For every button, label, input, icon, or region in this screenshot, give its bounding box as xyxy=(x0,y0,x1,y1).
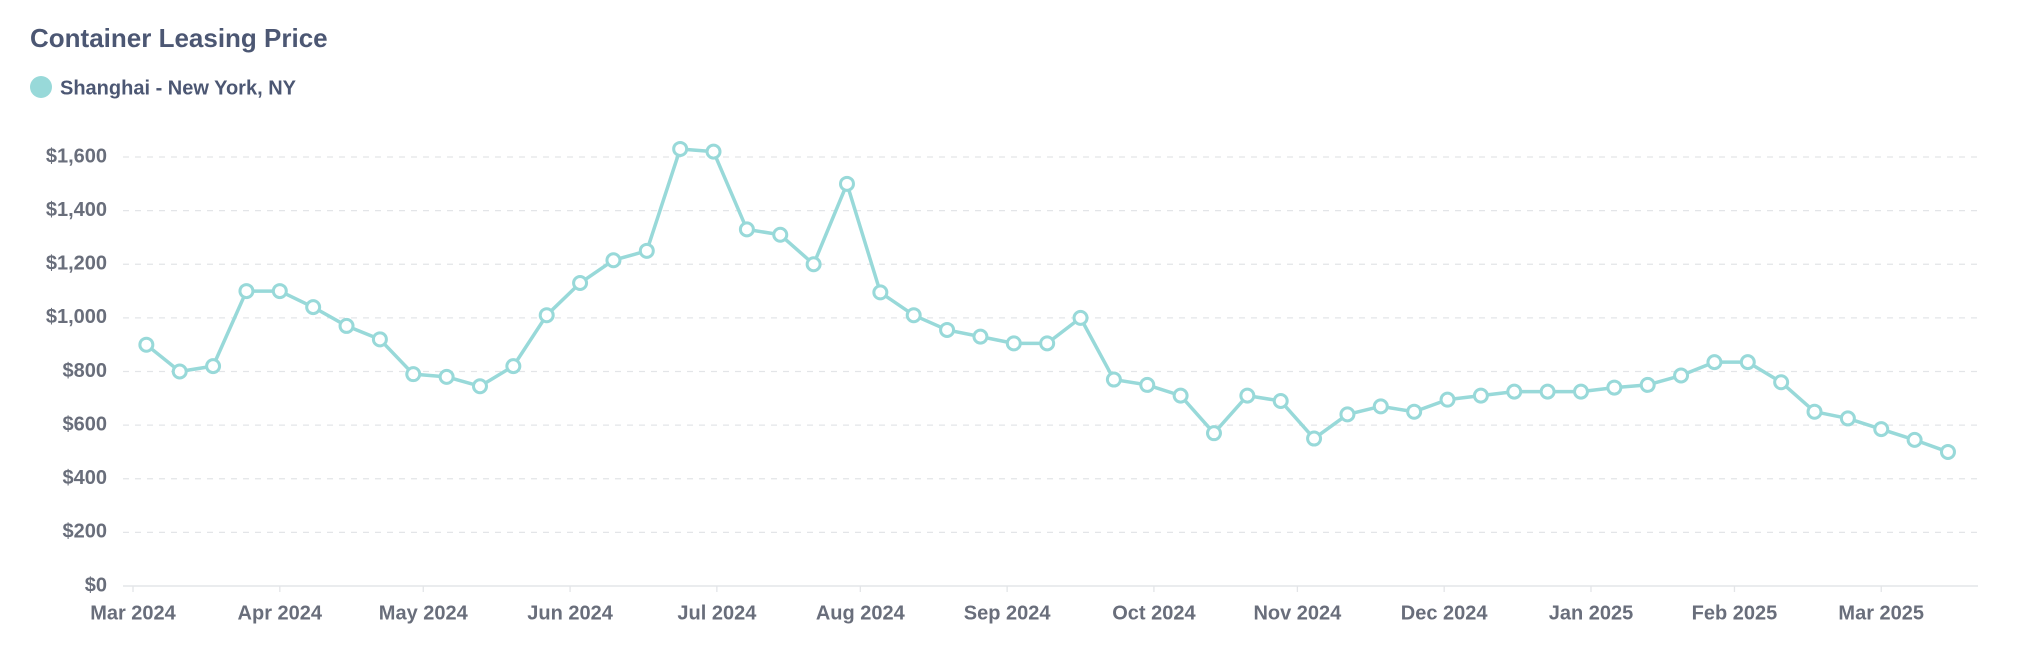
y-tick-label: $1,000 xyxy=(46,306,107,328)
data-point xyxy=(1639,376,1656,393)
data-point xyxy=(872,284,889,301)
data-point xyxy=(1773,374,1790,391)
data-point xyxy=(1239,387,1256,404)
data-point xyxy=(1272,392,1289,409)
data-point xyxy=(1105,371,1122,388)
data-point xyxy=(939,321,956,338)
data-point xyxy=(638,242,655,259)
y-tick-label: $1,600 xyxy=(46,145,107,167)
x-tick-label: Oct 2024 xyxy=(1112,602,1196,624)
data-point xyxy=(672,140,689,157)
data-point xyxy=(1039,335,1056,352)
y-tick-label: $600 xyxy=(63,413,108,435)
y-tick-label: $0 xyxy=(85,574,107,596)
x-tick-label: Mar 2024 xyxy=(90,602,176,624)
legend-marker xyxy=(30,76,52,98)
y-tick-label: $1,200 xyxy=(46,253,107,275)
data-point xyxy=(772,226,789,243)
data-point xyxy=(1406,403,1423,420)
data-point xyxy=(471,378,488,395)
data-point xyxy=(538,307,555,324)
data-point xyxy=(1005,335,1022,352)
data-point xyxy=(1539,383,1556,400)
x-tick-label: Mar 2025 xyxy=(1838,602,1924,624)
data-point xyxy=(1673,367,1690,384)
data-point xyxy=(205,358,222,375)
data-point xyxy=(972,328,989,345)
x-tick-label: Apr 2024 xyxy=(238,602,323,624)
data-point xyxy=(1873,421,1890,438)
x-tick-label: Sep 2024 xyxy=(964,602,1052,624)
y-tick-label: $400 xyxy=(63,467,108,489)
data-point xyxy=(1172,387,1189,404)
data-point xyxy=(171,363,188,380)
data-point xyxy=(1606,379,1623,396)
data-point xyxy=(1139,376,1156,393)
data-point xyxy=(1806,403,1823,420)
data-point xyxy=(305,299,322,316)
chart-title: Container Leasing Price xyxy=(30,23,328,53)
x-tick-label: Feb 2025 xyxy=(1692,602,1778,624)
y-tick-label: $1,400 xyxy=(46,199,107,221)
y-tick-label: $800 xyxy=(63,360,108,382)
data-point xyxy=(1306,430,1323,447)
x-tick-label: Jan 2025 xyxy=(1549,602,1634,624)
x-tick-label: Dec 2024 xyxy=(1401,602,1489,624)
data-point xyxy=(705,143,722,160)
data-point xyxy=(1472,387,1489,404)
x-tick-label: May 2024 xyxy=(379,602,469,624)
y-tick-label: $200 xyxy=(63,521,108,543)
series-line xyxy=(145,147,1949,454)
data-point xyxy=(271,283,288,300)
data-point xyxy=(905,307,922,324)
x-tick-label: Aug 2024 xyxy=(816,602,906,624)
data-point xyxy=(438,368,455,385)
data-point xyxy=(838,175,855,192)
data-point xyxy=(138,336,155,353)
data-point xyxy=(1739,354,1756,371)
data-point xyxy=(1572,383,1589,400)
data-point xyxy=(1906,431,1923,448)
x-tick-label: Nov 2024 xyxy=(1253,602,1342,624)
data-point xyxy=(505,358,522,375)
data-point xyxy=(1339,406,1356,423)
data-point xyxy=(605,252,622,269)
data-point xyxy=(805,256,822,273)
data-point xyxy=(338,317,355,334)
data-point xyxy=(1706,354,1723,371)
data-point xyxy=(1372,398,1389,415)
x-tick-label: Jun 2024 xyxy=(527,602,613,624)
data-point xyxy=(1072,309,1089,326)
x-tick-label: Jul 2024 xyxy=(677,602,757,624)
data-point xyxy=(238,283,255,300)
data-point xyxy=(371,331,388,348)
data-point xyxy=(572,275,589,292)
data-point xyxy=(738,221,755,238)
legend-label: Shanghai - New York, NY xyxy=(60,77,297,99)
data-point xyxy=(1939,443,1956,460)
data-point xyxy=(1506,383,1523,400)
data-point xyxy=(1439,391,1456,408)
data-point xyxy=(1205,425,1222,442)
data-point xyxy=(405,366,422,383)
data-point xyxy=(1839,410,1856,427)
